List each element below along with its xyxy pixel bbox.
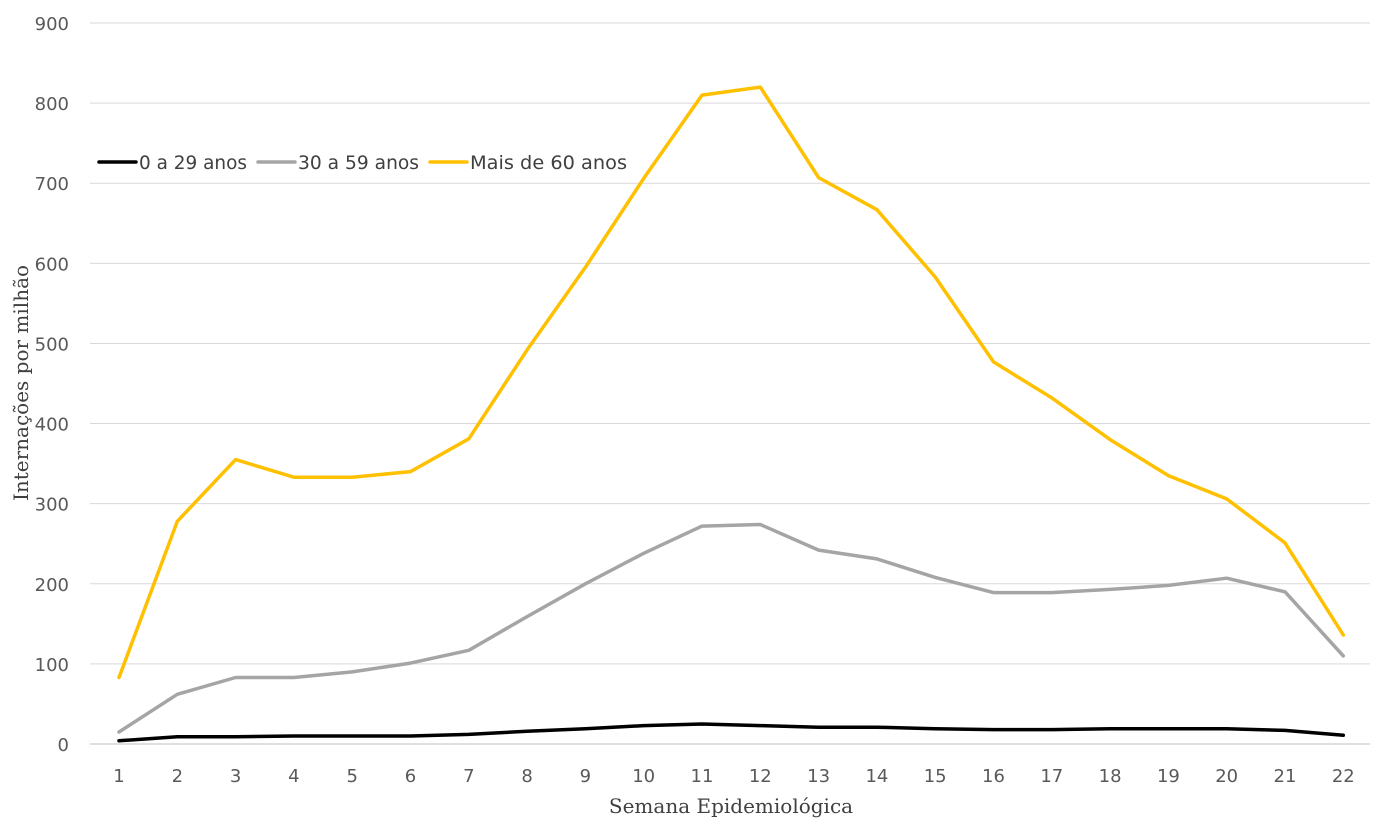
y-tick-label: 100 [35, 655, 69, 676]
x-tick-label: 4 [288, 766, 299, 787]
series-lines [117, 85, 1346, 743]
x-tick-label: 9 [580, 766, 591, 787]
x-tick-label: 16 [982, 766, 1005, 787]
y-tick-label: 700 [35, 174, 69, 195]
x-tick-label: 7 [463, 766, 474, 787]
x-axis-ticks: 1 2 3 4 5 6 7 8 9 10 11 12 13 14 15 16 17 18 19 20 21 22 [113, 766, 1354, 787]
legend-label-0: 0 a 29 anos [139, 152, 247, 174]
y-tick-label: 0 [58, 735, 69, 756]
legend-label-2: Mais de 60 anos [470, 152, 627, 174]
y-tick-label: 900 [35, 14, 69, 35]
x-tick-label: 12 [749, 766, 772, 787]
x-tick-label: 1 [113, 766, 124, 787]
gridlines [90, 22, 1370, 745]
x-tick-label: 17 [1040, 766, 1063, 787]
x-tick-label: 21 [1274, 766, 1297, 787]
x-tick-label: 6 [405, 766, 416, 787]
legend: 0 a 29 anos 30 a 59 anos Mais de 60 anos [97, 152, 627, 174]
x-axis-title: Semana Epidemiológica [609, 794, 853, 818]
y-tick-label: 800 [35, 94, 69, 115]
x-tick-label: 19 [1157, 766, 1180, 787]
y-tick-label: 400 [35, 415, 69, 436]
x-tick-label: 10 [632, 766, 655, 787]
series-line-0 [117, 722, 1346, 743]
x-tick-label: 2 [172, 766, 183, 787]
series-line-1 [117, 522, 1346, 734]
x-tick-label: 15 [924, 766, 947, 787]
y-axis-title: Internações por milhão [9, 265, 33, 501]
x-tick-label: 13 [807, 766, 830, 787]
x-tick-label: 18 [1099, 766, 1122, 787]
x-tick-label: 5 [346, 766, 357, 787]
x-tick-label: 3 [230, 766, 241, 787]
y-axis-ticks: 0 100 200 300 400 500 600 700 800 900 [35, 14, 69, 756]
x-tick-label: 8 [521, 766, 532, 787]
y-tick-label: 300 [35, 495, 69, 516]
y-tick-label: 500 [35, 334, 69, 355]
y-tick-label: 600 [35, 254, 69, 275]
x-tick-label: 22 [1332, 766, 1355, 787]
series-line-2 [117, 85, 1346, 680]
x-tick-label: 14 [865, 766, 888, 787]
x-tick-label: 20 [1215, 766, 1238, 787]
x-tick-label: 11 [691, 766, 714, 787]
y-tick-label: 200 [35, 575, 69, 596]
legend-label-1: 30 a 59 anos [298, 152, 419, 174]
